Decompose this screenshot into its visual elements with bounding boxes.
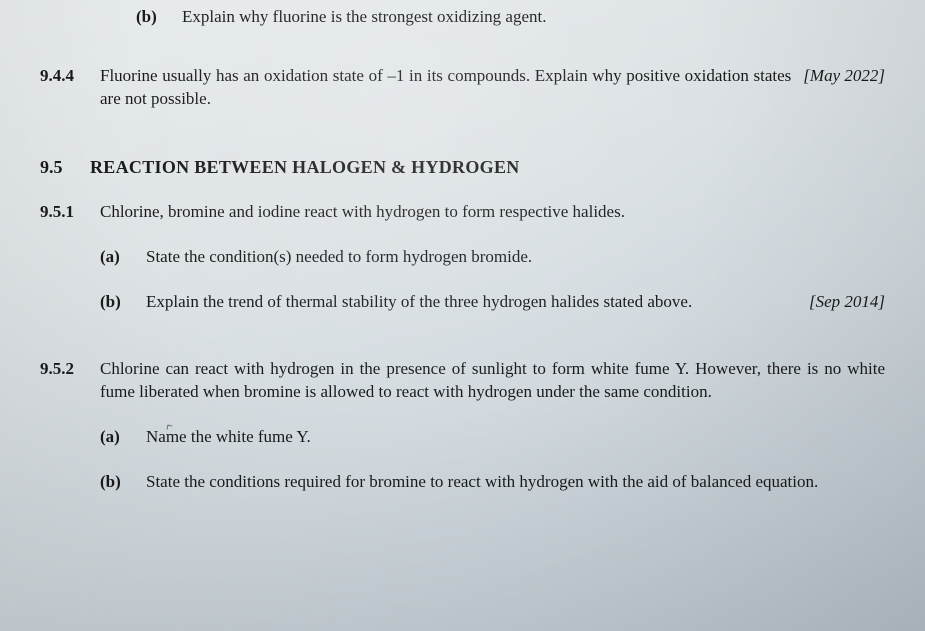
part-text-post: me the white fume Y.: [166, 427, 311, 446]
part-text-pre: N: [146, 427, 158, 446]
question-951-b: (b) [Sep 2014] Explain the trend of ther…: [100, 291, 885, 314]
question-951: 9.5.1 Chlorine, bromine and iodine react…: [40, 201, 885, 224]
question-944: 9.4.4 [May 2022] Fluorine usually has an…: [40, 65, 885, 111]
question-number: 9.4.4: [40, 65, 100, 88]
question-text: Chlorine can react with hydrogen in the …: [100, 358, 885, 404]
question-part-b-top: (b) Explain why fluorine is the stronges…: [40, 6, 885, 29]
section-number: 9.5: [40, 155, 90, 179]
part-text: Explain why fluorine is the strongest ox…: [182, 6, 885, 29]
part-text-content: Explain the trend of thermal stability o…: [146, 292, 692, 311]
part-label: (a): [100, 426, 146, 449]
part-text: State the condition(s) needed to form hy…: [146, 246, 885, 269]
exam-tag: [Sep 2014]: [797, 291, 885, 314]
artifact-mark: a: [158, 427, 166, 446]
part-label: (a): [100, 246, 146, 269]
section-title: REACTION BETWEEN HALOGEN & HYDROGEN: [90, 155, 885, 179]
question-body: Chlorine, bromine and iodine react with …: [100, 201, 885, 224]
question-number: 9.5.2: [40, 358, 100, 381]
exam-tag: [May 2022]: [791, 65, 885, 88]
part-label: (b): [100, 291, 146, 314]
question-text: Fluorine usually has an oxidation state …: [100, 66, 791, 108]
question-number: 9.5.1: [40, 201, 100, 224]
question-952-b: (b) State the conditions required for br…: [100, 471, 885, 494]
question-text: Chlorine, bromine and iodine react with …: [100, 201, 885, 224]
part-text: State the conditions required for bromin…: [146, 471, 885, 494]
question-951-a: (a) State the condition(s) needed to for…: [100, 246, 885, 269]
question-952: 9.5.2 Chlorine can react with hydrogen i…: [40, 358, 885, 404]
question-body: [May 2022] Fluorine usually has an oxida…: [100, 65, 885, 111]
question-952-a: (a) Name the white fume Y.: [100, 426, 885, 449]
part-text: Name the white fume Y.: [146, 426, 885, 449]
part-label: (b): [136, 6, 182, 29]
section-95: 9.5 REACTION BETWEEN HALOGEN & HYDROGEN: [40, 155, 885, 179]
part-text: [Sep 2014] Explain the trend of thermal …: [146, 291, 885, 314]
part-label: (b): [100, 471, 146, 494]
